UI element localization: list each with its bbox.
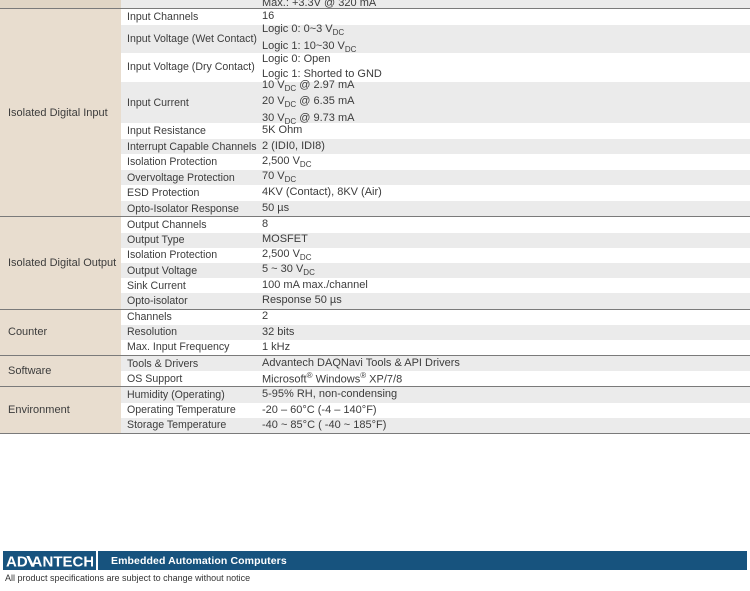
svg-text:AD: AD [6,554,28,569]
svg-text:A: A [32,554,43,569]
svg-text:NTECH: NTECH [43,554,94,569]
